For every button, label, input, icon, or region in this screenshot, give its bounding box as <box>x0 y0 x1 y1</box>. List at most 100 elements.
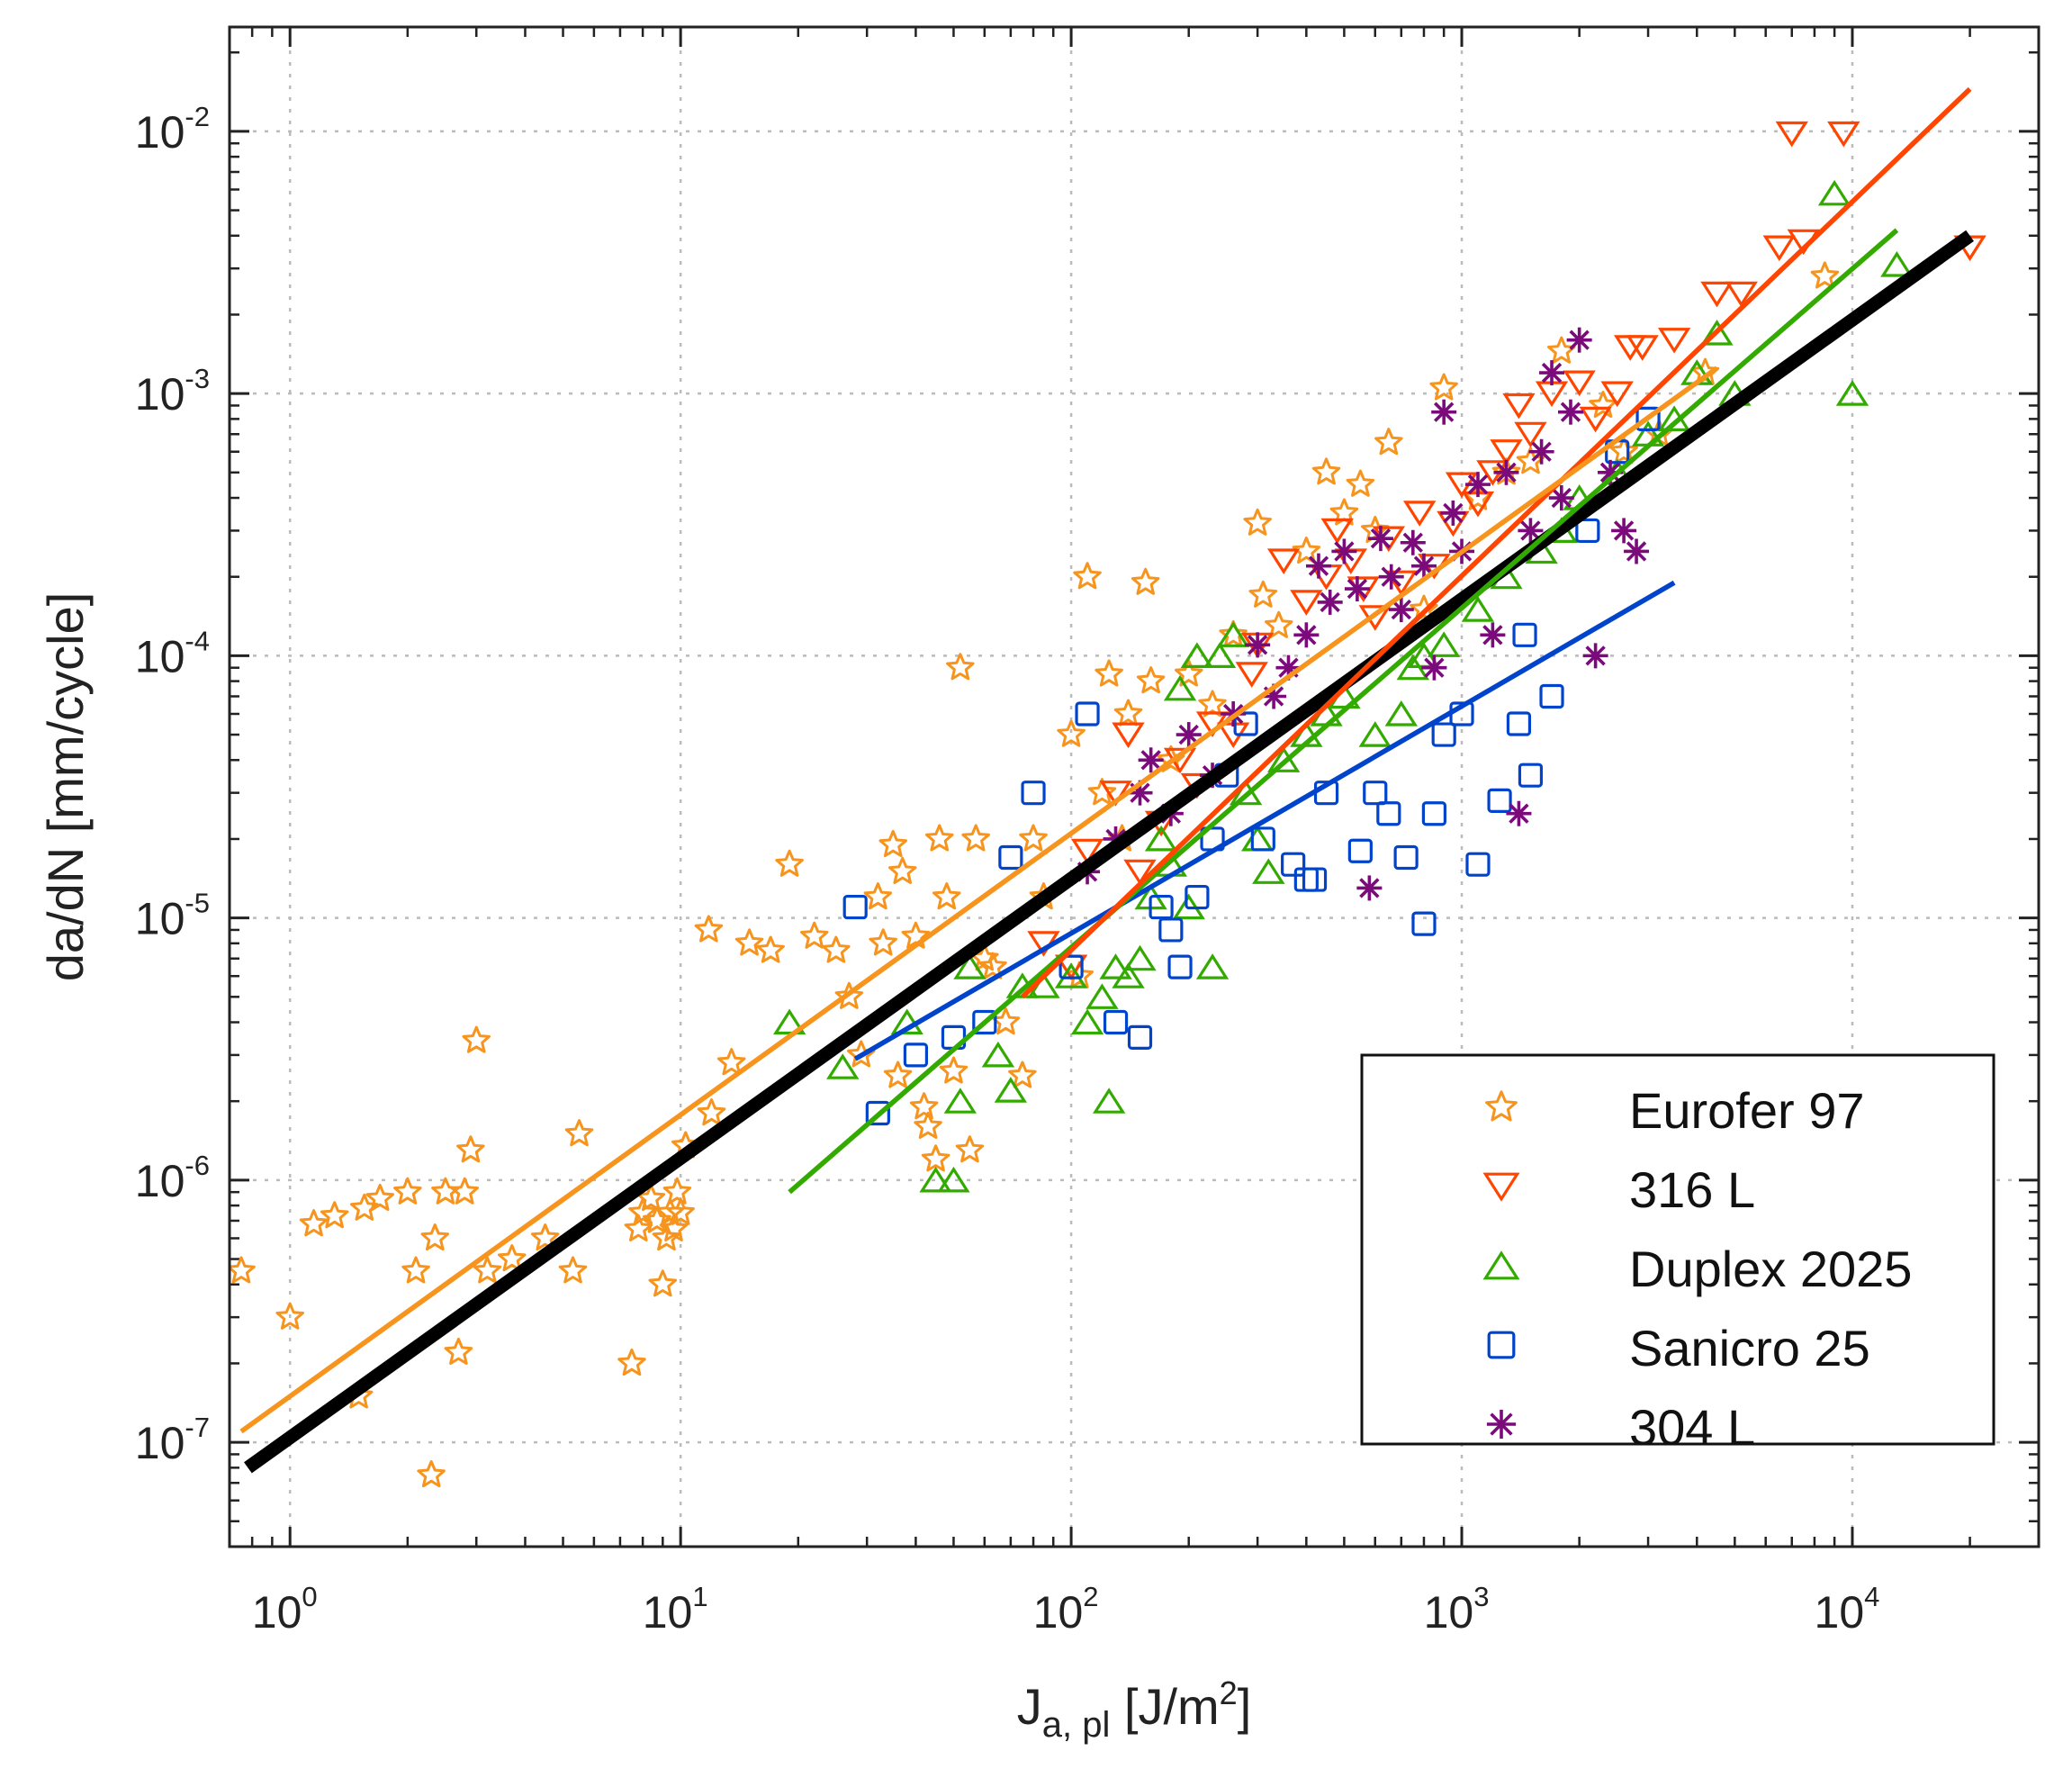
data-point-eurofer-97 <box>734 928 764 956</box>
data-point-316-l <box>1266 548 1301 574</box>
data-point-eurofer-97 <box>1609 437 1638 465</box>
data-point-316-l <box>1402 501 1437 527</box>
data-point-duplex-2025 <box>1112 962 1145 988</box>
data-point-sanicro-25 <box>1127 1024 1153 1051</box>
data-point-eurofer-97 <box>1198 690 1227 718</box>
data-point-eurofer-97 <box>822 935 851 963</box>
tick-marks <box>228 27 2040 1548</box>
y-tick-exp: -3 <box>185 363 210 394</box>
x-tick-exp: 2 <box>1083 1581 1098 1612</box>
data-point-sanicro-25 <box>903 1042 929 1068</box>
data-point-304-l <box>1566 327 1592 353</box>
data-point-eurofer-97 <box>694 915 724 943</box>
x-axis-label-unit: [J/m <box>1110 1678 1219 1735</box>
data-point-eurofer-97 <box>365 1183 394 1212</box>
data-point-304-l <box>1317 589 1343 615</box>
data-point-sanicro-25 <box>1376 801 1401 826</box>
legend-label-duplex-2025: Duplex 2025 <box>1629 1241 1912 1297</box>
data-point-duplex-2025 <box>919 1166 952 1193</box>
data-point-eurofer-97 <box>320 1201 349 1229</box>
data-point-eurofer-97 <box>1265 610 1293 638</box>
data-point-sanicro-25 <box>1158 917 1184 943</box>
data-point-304-l <box>1464 472 1491 498</box>
x-tick-exp: 0 <box>302 1581 317 1612</box>
legend-label-316l: 316 L <box>1629 1161 1755 1218</box>
data-point-304-l <box>1344 576 1370 602</box>
data-point-eurofer-97 <box>1248 580 1278 608</box>
data-point-eurofer-97 <box>564 1119 594 1147</box>
legend: Eurofer 97 316 L Duplex 2025 Sanicro 25 … <box>1360 1053 1995 1456</box>
data-point-eurofer-97 <box>662 1177 692 1205</box>
data-point-sanicro-25 <box>1487 788 1512 813</box>
data-point-duplex-2025 <box>1054 962 1088 988</box>
data-point-eurofer-97 <box>955 1135 985 1163</box>
data-point-sanicro-25 <box>1021 781 1046 806</box>
data-point-304-l <box>1518 518 1544 544</box>
data-point-sanicro-25 <box>1431 722 1456 747</box>
data-point-duplex-2025 <box>1835 380 1869 406</box>
data-point-eurofer-97 <box>978 952 1007 979</box>
x-axis-label-close: ] <box>1238 1678 1252 1735</box>
data-point-duplex-2025 <box>772 1008 806 1035</box>
data-point-eurofer-97 <box>1057 719 1086 747</box>
data-point-duplex-2025 <box>1144 825 1178 852</box>
y-tick-exp: -7 <box>185 1412 210 1443</box>
y-tick-exp: -6 <box>185 1150 210 1181</box>
data-point-duplex-2025 <box>953 953 986 979</box>
x-tick-exp: 1 <box>692 1581 707 1612</box>
data-point-eurofer-97 <box>652 1223 681 1251</box>
x-tick-base: 10 <box>1033 1587 1084 1638</box>
data-point-eurofer-97 <box>1087 778 1117 806</box>
y-tick-labels: 10-710-610-510-410-310-2 <box>135 101 210 1468</box>
legend-markers <box>1482 1090 1520 1440</box>
data-point-316-l <box>1490 439 1523 465</box>
data-point-sanicro-25 <box>865 1100 890 1126</box>
y-tick-label: 10-7 <box>135 1412 210 1468</box>
x-tick-base: 10 <box>643 1587 693 1638</box>
data-point-sanicro-25 <box>1465 852 1491 877</box>
data-point-304-l <box>1440 500 1466 526</box>
data-point-304-l <box>1611 518 1637 544</box>
data-point-eurofer-97 <box>230 1256 256 1284</box>
data-point-eurofer-97 <box>1019 824 1048 852</box>
data-point-duplex-2025 <box>1427 631 1461 657</box>
data-point-eurofer-97 <box>450 1177 479 1205</box>
y-tick-exp: -5 <box>185 888 210 919</box>
y-tick-label: 10-2 <box>135 101 210 158</box>
legend-marker-eurofer-97 <box>1485 1090 1518 1122</box>
data-point-eurofer-97 <box>444 1337 473 1365</box>
data-point-eurofer-97 <box>456 1135 485 1163</box>
data-point-316-l <box>1320 518 1354 545</box>
series-316-l-points <box>1027 121 1986 981</box>
data-point-304-l <box>1410 553 1437 579</box>
data-point-duplex-2025 <box>1700 320 1734 346</box>
data-point-duplex-2025 <box>1880 251 1914 277</box>
legend-marker-sanicro-25 <box>1487 1331 1516 1359</box>
y-tick-label: 10-6 <box>135 1150 210 1206</box>
data-point-eurofer-97 <box>1136 666 1166 694</box>
legend-marker-duplex-2025 <box>1482 1250 1520 1280</box>
data-point-eurofer-97 <box>946 653 975 681</box>
data-point-sanicro-25 <box>1411 911 1437 936</box>
data-point-304-l <box>1548 485 1574 511</box>
data-point-duplex-2025 <box>1195 953 1230 979</box>
data-point-eurofer-97 <box>909 1092 939 1120</box>
data-point-sanicro-25 <box>1539 683 1564 709</box>
data-point-eurofer-97 <box>939 1056 968 1084</box>
y-tick-label: 10-5 <box>135 888 210 944</box>
y-tick-exp: -2 <box>185 101 210 132</box>
y-tick-base: 10 <box>135 631 185 681</box>
data-point-316-l <box>1657 328 1691 354</box>
data-point-sanicro-25 <box>1518 763 1544 788</box>
data-point-eurofer-97 <box>921 1144 950 1172</box>
data-point-eurofer-97 <box>628 1197 657 1225</box>
data-point-sanicro-25 <box>1075 701 1100 727</box>
fit-line-316-l <box>1020 86 1972 999</box>
x-tick-label: 102 <box>1033 1581 1099 1638</box>
data-point-eurofer-97 <box>1292 537 1321 564</box>
data-point-304-l <box>1557 399 1583 425</box>
data-point-eurofer-97 <box>1073 562 1102 590</box>
data-point-duplex-2025 <box>943 1088 977 1114</box>
y-tick-exp: -4 <box>185 625 210 656</box>
